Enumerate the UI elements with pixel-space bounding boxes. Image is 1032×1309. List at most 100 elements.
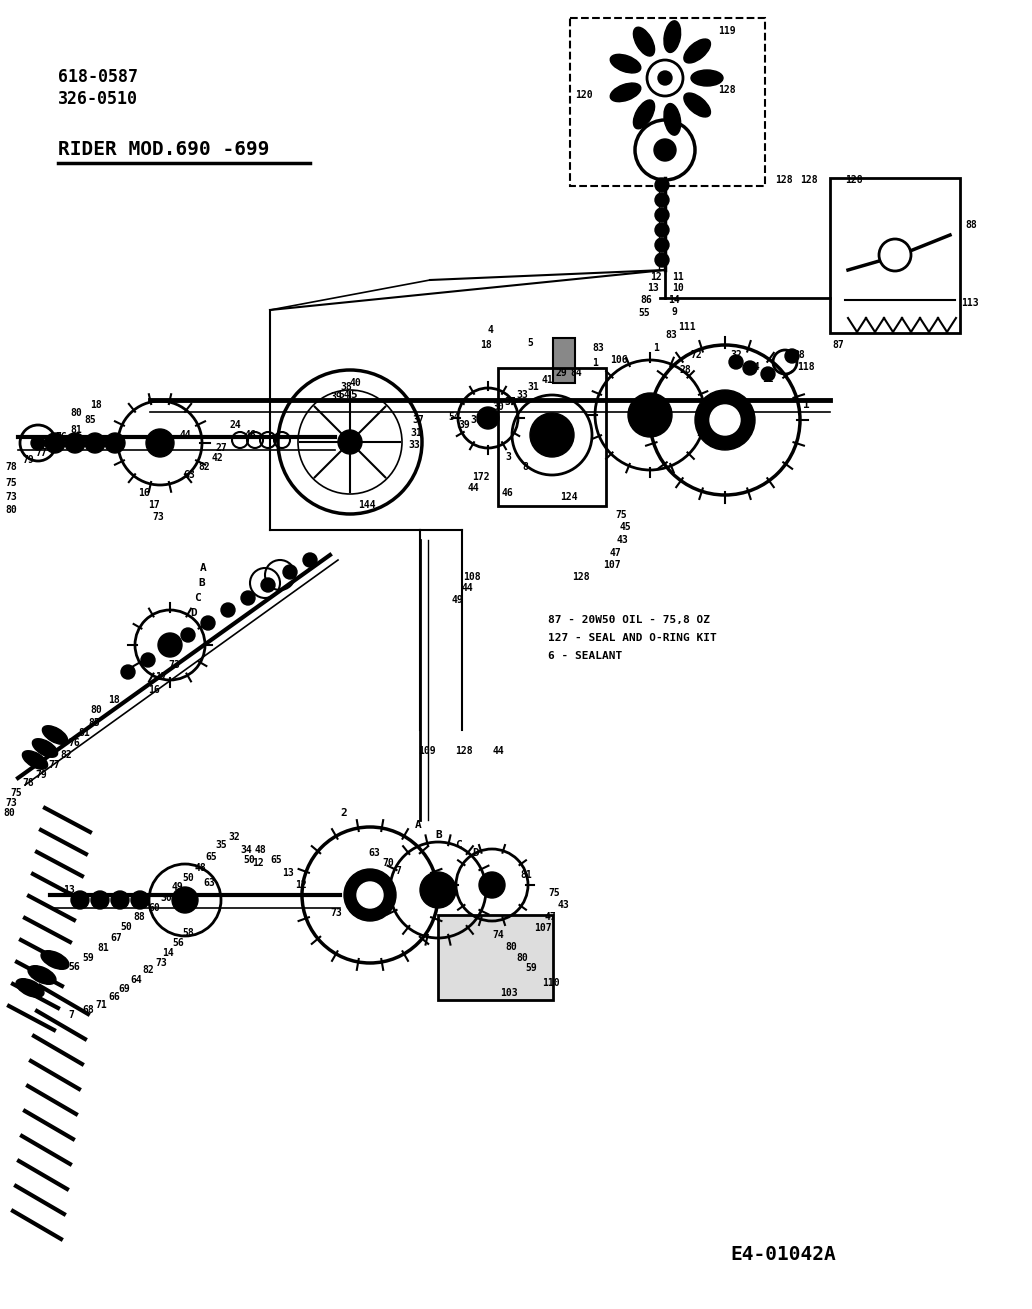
Circle shape (261, 579, 275, 592)
Ellipse shape (664, 21, 681, 52)
Text: 82: 82 (60, 750, 72, 761)
Text: 16: 16 (148, 685, 160, 695)
Text: 54: 54 (448, 412, 459, 421)
Text: 82: 82 (142, 965, 154, 975)
Ellipse shape (42, 725, 68, 745)
Bar (438, 915, 553, 1000)
Circle shape (628, 393, 672, 437)
Text: 33: 33 (516, 390, 527, 401)
Circle shape (146, 429, 174, 457)
Text: 14: 14 (668, 295, 680, 305)
Ellipse shape (634, 99, 654, 128)
Text: 40: 40 (350, 378, 362, 387)
Text: 49: 49 (452, 596, 463, 605)
Text: 80: 80 (90, 706, 102, 715)
Text: 67: 67 (110, 933, 122, 942)
Text: 2: 2 (340, 808, 347, 818)
Ellipse shape (684, 39, 710, 63)
Text: 18: 18 (480, 340, 492, 350)
Circle shape (158, 634, 182, 657)
Text: 80: 80 (516, 953, 527, 963)
Text: 50: 50 (243, 855, 255, 865)
Text: 81: 81 (78, 728, 90, 738)
Text: 80: 80 (5, 505, 17, 514)
Text: 63: 63 (203, 878, 215, 888)
Text: C: C (194, 593, 201, 603)
Ellipse shape (610, 55, 641, 73)
Text: 81: 81 (520, 870, 531, 880)
Text: 128: 128 (455, 746, 473, 757)
Circle shape (221, 603, 235, 617)
Text: 49: 49 (172, 882, 184, 891)
Text: 88: 88 (965, 220, 976, 230)
Circle shape (654, 139, 676, 161)
Ellipse shape (664, 103, 681, 135)
Text: 75: 75 (5, 478, 17, 488)
Circle shape (655, 253, 669, 267)
Text: 48: 48 (195, 863, 206, 873)
Text: 85: 85 (88, 719, 100, 728)
Text: B: B (436, 830, 442, 840)
Text: 66: 66 (108, 992, 120, 1001)
Circle shape (31, 436, 45, 450)
Text: 63: 63 (183, 470, 195, 480)
Text: 55: 55 (638, 308, 650, 318)
Text: 144: 144 (358, 500, 376, 511)
Text: 18: 18 (90, 401, 102, 410)
Text: 45: 45 (620, 522, 632, 531)
Text: 46: 46 (245, 429, 257, 440)
Text: 44: 44 (462, 583, 474, 593)
Text: 64: 64 (130, 975, 141, 984)
Text: 63: 63 (345, 895, 357, 905)
Circle shape (655, 208, 669, 223)
Ellipse shape (17, 979, 44, 997)
Text: E4-01042A: E4-01042A (730, 1245, 836, 1264)
Text: 3: 3 (505, 452, 511, 462)
Text: 79: 79 (22, 456, 34, 465)
Circle shape (85, 433, 105, 453)
Text: 73: 73 (155, 958, 167, 967)
Circle shape (91, 891, 109, 908)
Text: 113: 113 (961, 298, 978, 308)
Circle shape (729, 355, 743, 369)
Ellipse shape (28, 966, 56, 984)
Text: 1: 1 (592, 357, 598, 368)
Text: 74: 74 (492, 929, 504, 940)
Text: 83: 83 (592, 343, 604, 353)
Circle shape (420, 872, 456, 908)
Circle shape (655, 238, 669, 253)
Text: 63: 63 (368, 848, 380, 857)
Text: 76: 76 (55, 432, 67, 442)
Text: 83: 83 (665, 330, 677, 340)
Text: 110: 110 (542, 978, 559, 988)
Text: 39: 39 (458, 420, 470, 429)
Text: 7: 7 (68, 1011, 74, 1020)
Text: 109: 109 (418, 746, 436, 757)
Text: 56: 56 (68, 962, 79, 973)
Text: 37: 37 (504, 397, 516, 407)
Bar (830, 178, 960, 332)
Circle shape (477, 407, 499, 429)
Text: 18: 18 (108, 695, 120, 706)
Text: 29: 29 (555, 368, 567, 378)
Text: 6 - SEALANT: 6 - SEALANT (548, 651, 622, 661)
Text: 34: 34 (748, 363, 760, 372)
Bar (553, 338, 575, 384)
Circle shape (303, 552, 317, 567)
Text: 12: 12 (252, 857, 264, 868)
Text: 50: 50 (182, 873, 194, 884)
Ellipse shape (23, 751, 47, 770)
Text: 77: 77 (35, 448, 46, 458)
Text: 17: 17 (148, 500, 160, 511)
Text: 75: 75 (548, 888, 559, 898)
Text: 8: 8 (522, 462, 528, 473)
Text: A: A (415, 819, 422, 830)
Text: 5: 5 (527, 338, 533, 348)
Text: 44: 44 (493, 746, 505, 757)
Text: 58: 58 (182, 928, 194, 939)
Text: 31: 31 (527, 382, 539, 391)
Bar (570, 18, 765, 186)
Text: 618-0587: 618-0587 (58, 68, 138, 86)
Text: 1: 1 (653, 343, 658, 353)
Text: 12: 12 (650, 272, 662, 281)
